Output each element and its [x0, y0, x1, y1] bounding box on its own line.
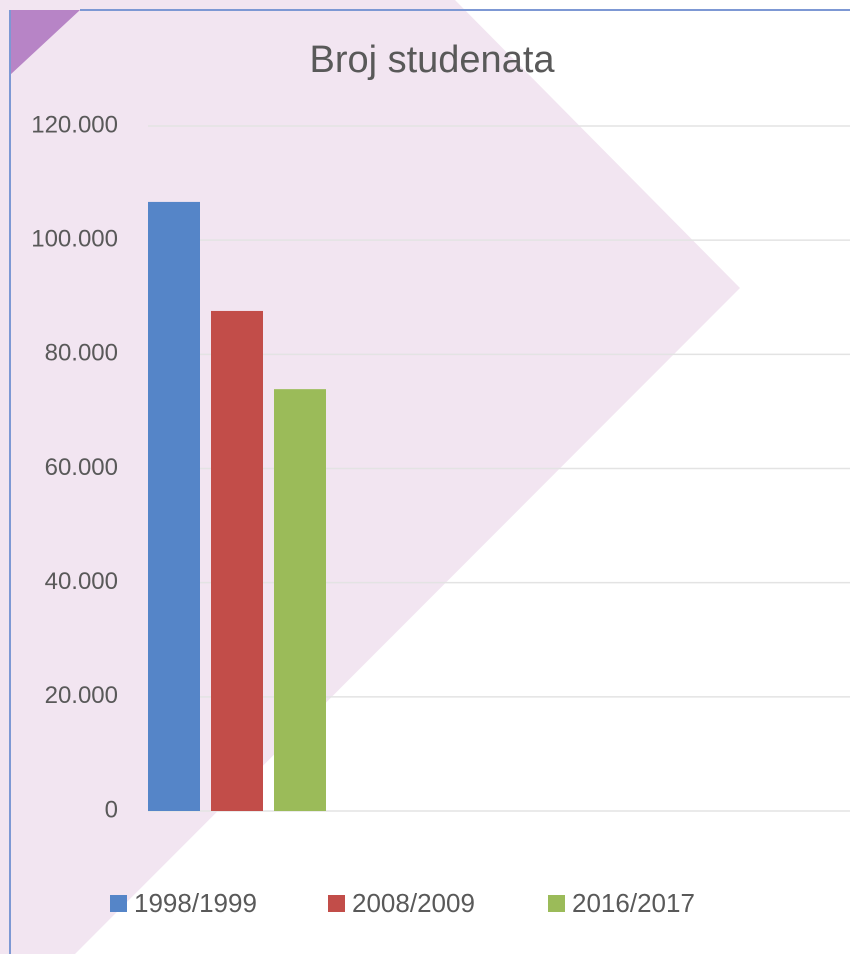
- legend-label: 2008/2009: [352, 888, 475, 918]
- y-tick-label: 120.000: [31, 111, 118, 138]
- legend-swatch: [548, 895, 565, 912]
- legend-swatch: [328, 895, 345, 912]
- y-tick-label: 40.000: [45, 568, 118, 595]
- bar: [211, 310, 263, 811]
- y-tick-label: 100.000: [31, 226, 118, 253]
- corner-decoration: [10, 10, 80, 75]
- bar: [148, 201, 200, 811]
- y-tick-label: 0: [105, 796, 118, 823]
- y-tick-label: 60.000: [45, 454, 118, 481]
- y-tick-label: 20.000: [45, 682, 118, 709]
- y-tick-label: 80.000: [45, 340, 118, 367]
- legend-swatch: [110, 895, 127, 912]
- chart-title: Broj studenata: [309, 39, 555, 81]
- legend-label: 1998/1999: [134, 888, 257, 918]
- bar: [274, 389, 326, 811]
- legend-label: 2016/2017: [572, 888, 695, 918]
